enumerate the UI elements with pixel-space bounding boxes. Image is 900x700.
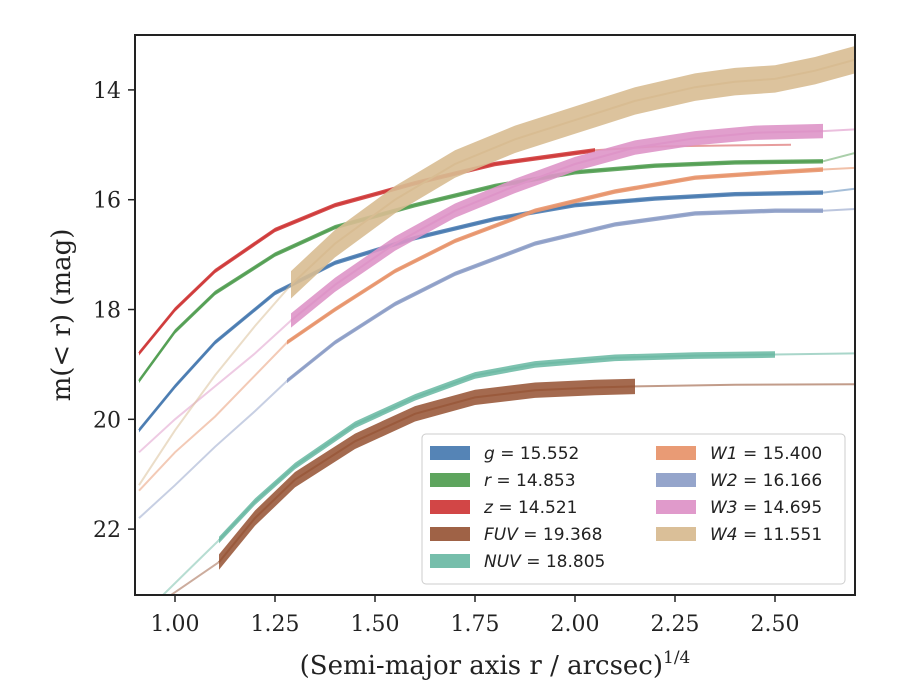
series-line [138, 149, 596, 355]
x-tick-label: 1.75 [451, 612, 500, 637]
series-line [290, 130, 824, 322]
series-fuv [169, 378, 855, 595]
series-line [286, 209, 823, 382]
y-axis-label: m(< r) (mag) [47, 229, 77, 402]
legend-label: W3 = 14.695 [710, 498, 822, 518]
y-tick-label: 14 [93, 79, 121, 104]
series-band [139, 159, 823, 384]
series-extension [822, 152, 855, 163]
legend-item-fuv: FUV = 19.368 [430, 525, 602, 545]
legend-swatch [430, 500, 470, 514]
series-line [290, 58, 855, 286]
y-tick-label: 16 [93, 189, 121, 214]
legend-item-w1: W1 = 15.400 [656, 444, 822, 464]
series-line [218, 353, 776, 541]
legend-label: r = 14.853 [484, 471, 576, 491]
plot-frame [134, 34, 856, 596]
legend-item-g: g = 15.552 [430, 444, 579, 464]
series-extension [138, 341, 288, 492]
legend-label: NUV = 18.805 [484, 552, 605, 572]
legend-item-w2: W2 = 16.166 [656, 471, 822, 491]
series-extension [138, 380, 288, 519]
legend-item-z: z = 14.521 [430, 498, 577, 518]
series-extension [822, 166, 855, 171]
legend-swatch [656, 473, 696, 487]
legend-swatch [656, 500, 696, 514]
series-extension [774, 352, 855, 356]
series-extension [822, 187, 855, 194]
series-line [218, 385, 636, 563]
x-tick-label: 2.25 [651, 612, 700, 637]
series-band [291, 46, 855, 299]
series-extension [822, 128, 855, 133]
y-tick-label: 20 [93, 408, 121, 433]
x-tick-label: 1.00 [151, 612, 200, 637]
legend-label: W2 = 16.166 [710, 471, 822, 491]
legend-box [421, 433, 846, 585]
y-tick-label: 18 [93, 299, 121, 324]
x-tick-label: 1.50 [351, 612, 400, 637]
x-tick-label: 2.00 [551, 612, 600, 637]
legend: g = 15.552 r = 14.853 z = 14.521 FUV = 19.3… [421, 433, 846, 585]
series-w4 [138, 46, 855, 486]
x-tick-label: 2.50 [751, 612, 800, 637]
series-band [291, 123, 823, 328]
legend-swatch [656, 527, 696, 541]
legend-label: g = 15.552 [484, 444, 579, 464]
legend-swatch [430, 527, 470, 541]
y-axis: 14 16 18 20 22 [93, 79, 135, 543]
legend-item-w4: W4 = 11.551 [656, 525, 822, 545]
series-extension [138, 319, 292, 454]
legend-item-w3: W3 = 14.695 [656, 498, 822, 518]
legend-swatch [430, 473, 470, 487]
series-extension [162, 539, 220, 595]
legend-item-nuv: NUV = 18.805 [430, 552, 605, 572]
x-axis-label: (Semi-major axis r / arcsec)1/4 [300, 648, 691, 681]
legend-label: FUV = 19.368 [484, 525, 602, 545]
series-extension [822, 208, 855, 212]
series-extension [634, 383, 855, 388]
series-w2 [138, 208, 855, 519]
series-extension [138, 284, 292, 486]
y-tick-label: 22 [93, 518, 121, 543]
series-nuv [162, 351, 855, 595]
series-extension [169, 561, 220, 595]
legend-item-r: r = 14.853 [430, 471, 576, 491]
legend-label: z = 14.521 [483, 498, 577, 518]
legend-swatch [430, 554, 470, 568]
series-line [286, 168, 824, 344]
legend-swatch [656, 446, 696, 460]
legend-swatch [430, 446, 470, 460]
series-r [138, 152, 855, 384]
x-axis-label-superscript: 1/4 [663, 648, 690, 668]
x-axis: 1.00 1.25 1.50 1.75 2.00 2.25 2.50 [151, 595, 800, 637]
legend-label: W4 = 11.551 [710, 525, 822, 545]
legend-label: W1 = 15.400 [710, 444, 822, 464]
series-w1 [138, 166, 855, 492]
series-line [138, 160, 824, 382]
series-w3 [138, 123, 855, 454]
x-tick-label: 1.25 [251, 612, 300, 637]
series-layer [138, 46, 855, 595]
